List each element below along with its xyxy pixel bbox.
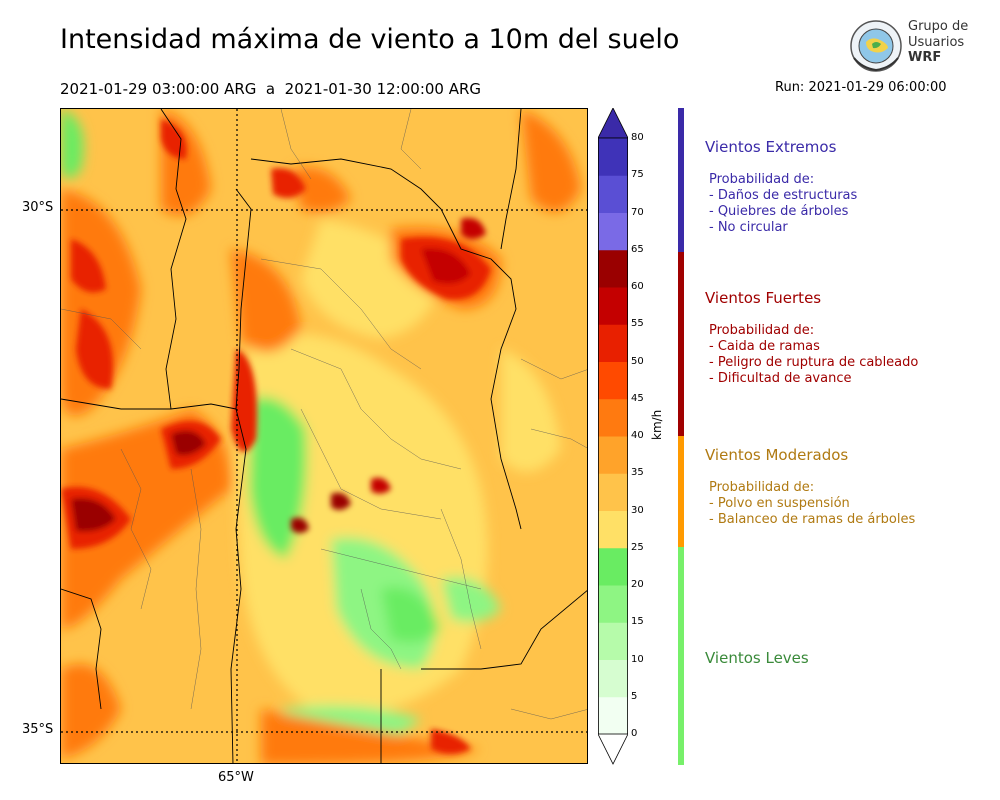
desc-line: - Daños de estructuras	[709, 188, 858, 203]
desc-line: - Balanceo de ramas de árboles	[709, 512, 916, 527]
desc-line: - Quiebres de árboles	[709, 204, 849, 219]
colorbar-segment	[598, 547, 628, 586]
colorbar-tick-label: 45	[631, 392, 644, 404]
desc-line: - Caida de ramas	[709, 339, 820, 354]
logo-line-1: Grupo de	[908, 19, 969, 34]
category-desc-extreme: Probabilidad de: - Daños de estructuras …	[709, 172, 857, 236]
desc-line: - Peligro de ruptura de cableado	[709, 355, 919, 370]
colorbar-segment	[598, 473, 628, 511]
forecast-period: 2021-01-29 03:00:00 ARG a 2021-01-30 12:…	[60, 80, 482, 98]
logo-line-2: Usuarios	[908, 35, 965, 50]
category-desc-moderate: Probabilidad de: - Polvo en suspensión -…	[709, 480, 915, 528]
category-title-extreme: Vientos Extremos	[705, 138, 837, 156]
colorbar-tick-label: 70	[631, 206, 644, 218]
desc-line: - No circular	[709, 220, 788, 235]
colorbar-tick-label: 10	[631, 653, 644, 665]
colorbar-tick-label: 25	[631, 541, 644, 553]
desc-line: Probabilidad de:	[709, 480, 815, 495]
logo-line-3: WRF	[908, 50, 942, 65]
colorbar-tick-label: 30	[631, 504, 644, 516]
wrf-logo: Grupo de Usuarios WRF	[848, 18, 968, 74]
wind-field	[61, 109, 587, 763]
category-title-strong: Vientos Fuertes	[705, 289, 822, 307]
colorbar-segment	[598, 436, 628, 474]
colorbar-tick-label: 0	[631, 728, 638, 739]
category-bar-strong	[678, 252, 684, 436]
colorbar-under-arrow	[597, 733, 629, 765]
category-bar-extreme	[678, 108, 684, 252]
colorbar-segment	[598, 249, 628, 288]
colorbar-segment	[598, 398, 628, 437]
category-bar-light	[678, 547, 684, 765]
lon-label-65w: 65°W	[218, 770, 254, 785]
desc-line: Probabilidad de:	[709, 323, 815, 338]
province-borders	[61, 109, 587, 763]
colorbar-tick-label: 20	[631, 579, 644, 590]
colorbar-tick-label: 55	[631, 318, 644, 330]
desc-line: Probabilidad de:	[709, 172, 815, 187]
colorbar-unit: km/h	[650, 409, 664, 440]
category-bar-moderate	[678, 436, 684, 547]
run-time: Run: 2021-01-29 06:00:00	[775, 80, 947, 95]
colorbar-tick-label: 5	[631, 690, 638, 702]
colorbar-tick-label: 15	[631, 616, 644, 628]
colorbar-segment	[598, 361, 628, 400]
chart-title: Intensidad máxima de viento a 10m del su…	[60, 24, 680, 55]
colorbar-segment	[598, 212, 628, 251]
lat-label-35s: 35°S	[22, 722, 54, 737]
colorbar-segment	[598, 622, 628, 660]
graticule	[61, 109, 587, 763]
colorbar-segment	[598, 175, 628, 213]
colorbar-segment	[598, 696, 628, 735]
colorbar-segment	[598, 585, 628, 623]
category-title-moderate: Vientos Moderados	[705, 446, 849, 464]
colorbar-tick-label: 80	[631, 132, 644, 143]
colorbar-segment	[598, 138, 628, 176]
colorbar-tick-label: 65	[631, 243, 644, 255]
category-title-light: Vientos Leves	[705, 649, 809, 667]
department-borders	[61, 109, 587, 720]
colorbar-frame	[598, 137, 629, 735]
wind-map	[60, 108, 588, 764]
lat-label-30s: 30°S	[22, 200, 54, 215]
colorbar-over-arrow	[597, 107, 629, 139]
colorbar-segment	[598, 324, 628, 362]
colorbar-scale	[597, 107, 629, 765]
colorbar-tick-label: 75	[631, 169, 644, 181]
category-desc-strong: Probabilidad de: - Caida de ramas - Peli…	[709, 323, 918, 387]
colorbar-tick-label: 40	[631, 430, 644, 441]
colorbar-tick-label: 50	[631, 355, 644, 367]
colorbar-tick-label: 35	[631, 467, 644, 479]
colorbar-segment	[598, 510, 628, 549]
globe-icon	[850, 20, 902, 72]
desc-line: - Dificultad de avance	[709, 371, 852, 386]
desc-line: - Polvo en suspensión	[709, 496, 850, 511]
colorbar-segment	[598, 659, 628, 698]
colorbar-tick-label: 60	[631, 281, 644, 292]
colorbar-segment	[598, 287, 628, 325]
colorbar	[597, 107, 629, 768]
